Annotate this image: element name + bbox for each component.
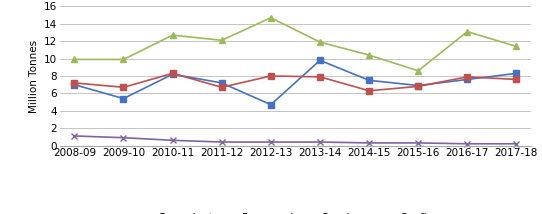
- Sunflower: [317, 141, 323, 143]
- Sunflower: [464, 143, 470, 145]
- Sunflower: [169, 139, 176, 142]
- Rapeseed: [169, 72, 176, 75]
- Rapeseed: [268, 75, 274, 77]
- Line: Soyabean: Soyabean: [72, 15, 519, 74]
- Soyabean: [71, 58, 78, 61]
- Sunflower: [268, 141, 274, 143]
- Rapeseed: [71, 82, 78, 84]
- Rapeseed: [464, 76, 470, 78]
- Groundnut: [218, 82, 225, 84]
- Legend: Groundnut, Rapeseed, Soyabean, Sunflower: Groundnut, Rapeseed, Soyabean, Sunflower: [134, 209, 457, 214]
- Groundnut: [317, 59, 323, 62]
- Sunflower: [366, 142, 372, 144]
- Groundnut: [169, 73, 176, 76]
- Soyabean: [268, 16, 274, 19]
- Sunflower: [218, 141, 225, 143]
- Soyabean: [169, 34, 176, 36]
- Groundnut: [366, 79, 372, 82]
- Groundnut: [464, 78, 470, 81]
- Rapeseed: [218, 86, 225, 89]
- Rapeseed: [513, 78, 520, 81]
- Rapeseed: [415, 85, 422, 88]
- Groundnut: [268, 103, 274, 106]
- Rapeseed: [120, 86, 127, 89]
- Soyabean: [415, 70, 422, 72]
- Soyabean: [464, 30, 470, 33]
- Line: Groundnut: Groundnut: [72, 58, 519, 107]
- Sunflower: [71, 135, 78, 137]
- Groundnut: [71, 83, 78, 86]
- Rapeseed: [317, 76, 323, 78]
- Rapeseed: [366, 89, 372, 92]
- Y-axis label: Million Tonnes: Million Tonnes: [29, 39, 40, 113]
- Soyabean: [317, 41, 323, 43]
- Soyabean: [218, 39, 225, 42]
- Sunflower: [513, 143, 520, 145]
- Soyabean: [366, 54, 372, 56]
- Sunflower: [415, 142, 422, 144]
- Groundnut: [120, 97, 127, 100]
- Groundnut: [415, 84, 422, 87]
- Groundnut: [513, 72, 520, 75]
- Soyabean: [513, 45, 520, 48]
- Soyabean: [120, 58, 127, 61]
- Line: Rapeseed: Rapeseed: [72, 71, 519, 94]
- Sunflower: [120, 136, 127, 139]
- Line: Sunflower: Sunflower: [72, 133, 519, 147]
